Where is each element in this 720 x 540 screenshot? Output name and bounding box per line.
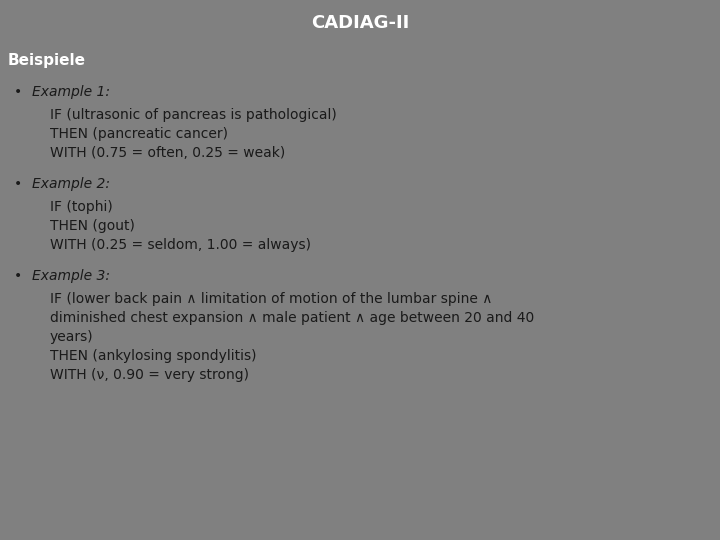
Text: WITH (0.75 = often, 0.25 = weak): WITH (0.75 = often, 0.25 = weak) — [50, 146, 285, 160]
Text: years): years) — [50, 330, 94, 344]
Text: Beispiele: Beispiele — [8, 53, 86, 68]
Text: IF (lower back pain ∧ limitation of motion of the lumbar spine ∧: IF (lower back pain ∧ limitation of moti… — [50, 292, 492, 306]
Text: CADIAG-II: CADIAG-II — [311, 14, 409, 31]
Text: THEN (pancreatic cancer): THEN (pancreatic cancer) — [50, 127, 228, 141]
Text: Example 1:: Example 1: — [32, 85, 110, 99]
Text: •: • — [14, 177, 22, 191]
Text: Example 2:: Example 2: — [32, 177, 110, 191]
Text: WITH (0.25 = seldom, 1.00 = always): WITH (0.25 = seldom, 1.00 = always) — [50, 238, 311, 252]
Text: diminished chest expansion ∧ male patient ∧ age between 20 and 40: diminished chest expansion ∧ male patien… — [50, 311, 534, 325]
Text: IF (tophi): IF (tophi) — [50, 200, 113, 214]
Text: •: • — [14, 269, 22, 283]
Text: IF (ultrasonic of pancreas is pathological): IF (ultrasonic of pancreas is pathologic… — [50, 108, 337, 122]
Text: WITH (ν, 0.90 = very strong): WITH (ν, 0.90 = very strong) — [50, 368, 249, 382]
Text: THEN (ankylosing spondylitis): THEN (ankylosing spondylitis) — [50, 349, 256, 363]
Text: •: • — [14, 85, 22, 99]
Text: THEN (gout): THEN (gout) — [50, 219, 135, 233]
Text: Example 3:: Example 3: — [32, 269, 110, 283]
